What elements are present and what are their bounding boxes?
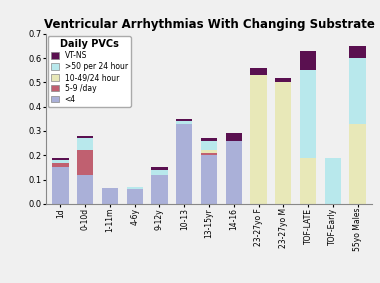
Bar: [300, 158, 316, 204]
Bar: [300, 51, 316, 70]
Bar: [77, 175, 93, 204]
Bar: [52, 160, 68, 162]
Bar: [152, 167, 168, 170]
Bar: [201, 155, 217, 204]
Bar: [250, 68, 266, 75]
Bar: [77, 150, 93, 175]
Bar: [201, 141, 217, 150]
Bar: [77, 138, 93, 150]
Bar: [52, 158, 68, 160]
Bar: [275, 78, 291, 82]
Bar: [77, 136, 93, 138]
Bar: [201, 153, 217, 155]
Bar: [226, 141, 242, 204]
Bar: [52, 162, 68, 167]
Bar: [176, 121, 192, 124]
Bar: [152, 170, 168, 175]
Bar: [226, 133, 242, 141]
Title: Ventricular Arrhythmias With Changing Substrate: Ventricular Arrhythmias With Changing Su…: [44, 18, 374, 31]
Bar: [127, 189, 143, 204]
Bar: [127, 187, 143, 189]
Bar: [300, 70, 316, 158]
Bar: [275, 82, 291, 204]
Bar: [152, 175, 168, 204]
Bar: [350, 124, 366, 204]
Bar: [201, 138, 217, 141]
Legend: VT-NS, >50 per 24 hour, 10-49/24 hour, 5-9 /day, <4: VT-NS, >50 per 24 hour, 10-49/24 hour, 5…: [48, 36, 131, 107]
Bar: [201, 150, 217, 153]
Bar: [102, 188, 118, 204]
Bar: [176, 119, 192, 121]
Bar: [52, 167, 68, 204]
Bar: [350, 58, 366, 124]
Bar: [176, 124, 192, 204]
Bar: [250, 75, 266, 204]
Bar: [350, 46, 366, 58]
Bar: [325, 158, 341, 204]
